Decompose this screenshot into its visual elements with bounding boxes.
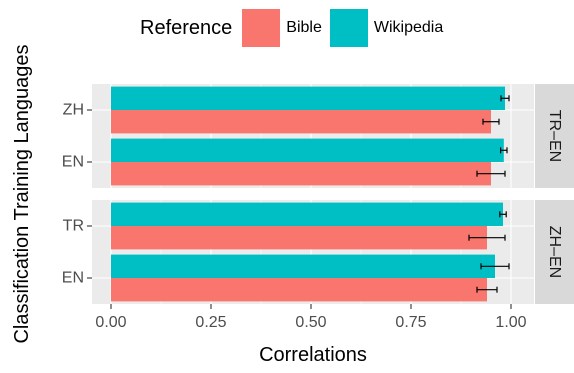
bar-wikipedia-en	[111, 254, 495, 278]
x-tick-label: 0.50	[295, 314, 326, 331]
y-tick-label: EN	[62, 154, 84, 171]
y-tick-label: TR	[63, 218, 84, 235]
x-tick-label: 0.00	[95, 314, 126, 331]
y-tick-label: EN	[62, 270, 84, 287]
legend-key-bible	[242, 9, 281, 47]
bar-wikipedia-tr	[111, 202, 503, 226]
y-tick-label: ZH	[63, 102, 84, 119]
bar-wikipedia-zh	[111, 86, 505, 110]
x-tick-label: 0.25	[195, 314, 226, 331]
legend: Reference Bible Wikipedia	[140, 8, 451, 48]
y-axis-title: Classification Training Languages	[11, 44, 33, 343]
strip-background	[535, 84, 574, 188]
x-tick-label: 0.75	[395, 314, 426, 331]
x-axis-title: Correlations	[259, 344, 367, 366]
legend-label-wikipedia: Wikipedia	[373, 19, 444, 36]
bar-wikipedia-en	[111, 138, 504, 162]
x-tick-label: 1.00	[495, 314, 526, 331]
bar-bible-zh	[111, 110, 491, 134]
strip-background	[535, 200, 574, 304]
bar-bible-en	[111, 162, 491, 186]
strip-label: TR–EN	[546, 110, 563, 162]
bar-bible-en	[111, 278, 487, 302]
legend-key-wikipedia	[329, 9, 368, 47]
strip-label: ZH–EN	[546, 226, 563, 278]
bar-bible-tr	[111, 226, 487, 250]
legend-title: Reference	[140, 16, 233, 39]
legend-label-bible: Bible	[286, 19, 322, 36]
